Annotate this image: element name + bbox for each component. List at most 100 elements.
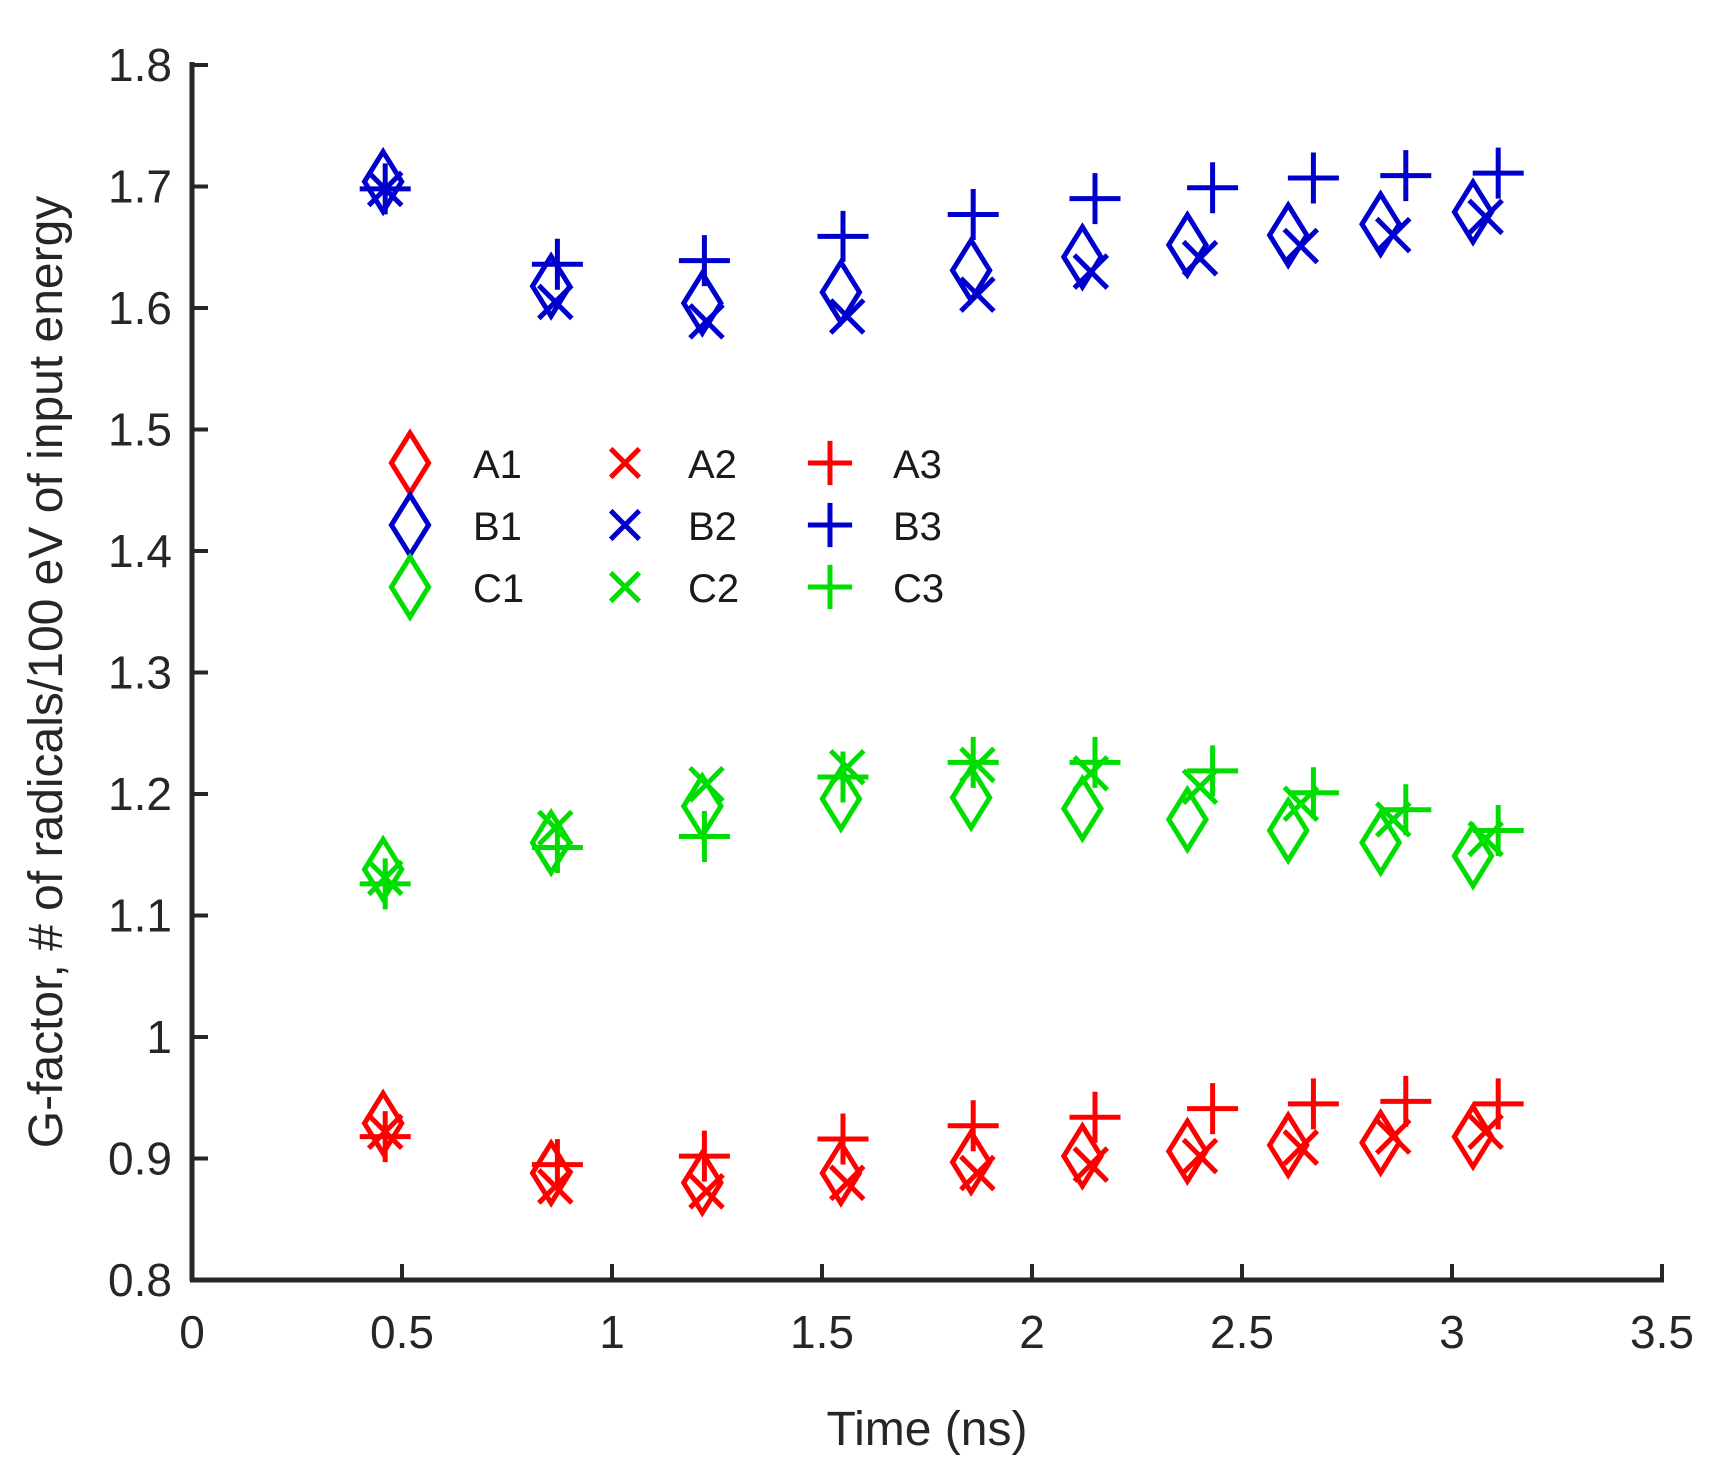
y-ticks: 0.8 0.9 1 1.1 1.2 1.3 1.4 1.5 1.6 1.7 1.8: [108, 39, 208, 1306]
plus-marker-icon: [1380, 784, 1432, 836]
legend-label: A2: [688, 443, 737, 487]
plus-marker-icon: [531, 821, 583, 873]
plus-marker-icon: [1380, 150, 1432, 202]
plus-marker-icon: [1069, 173, 1121, 225]
diamond-marker-icon: [529, 251, 573, 321]
series-c3: [359, 736, 1524, 910]
x-marker-icon: [959, 1154, 996, 1192]
diamond-marker-icon: [680, 1148, 724, 1218]
plus-marker-icon: [678, 1130, 730, 1182]
y-tick-label: 1: [146, 1011, 172, 1063]
diamond-marker-icon: [1165, 1116, 1209, 1186]
series-a2: [366, 1113, 1504, 1210]
axes: 0 0.5 1 1.5 2 2.5 3 3.5 0.8 0.9 1 1.1 1.2 1.3 1.4 1.5 1…: [108, 39, 1694, 1358]
plus-marker-icon: [947, 188, 999, 240]
plus-marker-icon: [1472, 147, 1524, 199]
diamond-marker-icon: [1266, 795, 1310, 866]
plus-marker-icon: [807, 502, 853, 548]
legend-label: A3: [893, 443, 942, 487]
y-tick-label: 1.8: [108, 39, 172, 91]
plot-markers: [359, 146, 1524, 1218]
diamond-marker-icon: [388, 490, 432, 560]
y-tick-label: 1.1: [108, 890, 172, 942]
plus-marker-icon: [817, 1113, 869, 1165]
x-marker-icon: [1374, 216, 1412, 254]
diamond-marker-icon: [949, 1127, 993, 1197]
series-b2: [366, 170, 1504, 340]
plus-marker-icon: [678, 235, 730, 287]
y-tick-label: 0.8: [108, 1254, 172, 1306]
diamond-marker-icon: [1359, 189, 1403, 259]
plus-marker-icon: [1287, 152, 1339, 204]
plus-marker-icon: [1380, 1075, 1432, 1127]
diamond-marker-icon: [680, 268, 724, 338]
diamond-marker-icon: [1060, 1121, 1104, 1191]
legend-item-a2: A2: [608, 443, 737, 487]
y-tick-label: 1.6: [108, 282, 172, 334]
legend-label: C3: [893, 567, 944, 611]
x-marker-icon: [1072, 253, 1110, 290]
plus-marker-icon: [1187, 745, 1239, 797]
plus-marker-icon: [1069, 1091, 1121, 1143]
legend-item-c2: C2: [608, 567, 739, 611]
legend-item-b3: B3: [807, 502, 942, 549]
x-marker-icon: [608, 508, 642, 542]
plus-marker-icon: [359, 1111, 411, 1163]
legend-item-a1: A1: [388, 428, 522, 498]
plus-marker-icon: [817, 751, 869, 803]
x-marker-icon: [828, 298, 866, 335]
x-axis-title: Time (ns): [827, 1403, 1028, 1456]
x-marker-icon: [1072, 1146, 1110, 1183]
diamond-marker-icon: [1359, 1107, 1403, 1178]
x-marker-icon: [1181, 1137, 1219, 1175]
x-marker-icon: [1282, 1129, 1320, 1166]
plus-marker-icon: [947, 736, 999, 788]
plus-marker-icon: [531, 1139, 583, 1191]
plus-marker-icon: [1187, 162, 1239, 214]
series-c2: [366, 746, 1504, 897]
y-tick-label: 1.5: [108, 404, 172, 456]
plus-marker-icon: [807, 564, 853, 610]
x-tick-label: 2.5: [1210, 1306, 1274, 1358]
legend-label: C1: [473, 567, 524, 611]
plus-marker-icon: [1069, 736, 1121, 788]
diamond-marker-icon: [1451, 1101, 1495, 1172]
series-a3: [359, 1075, 1524, 1191]
diamond-marker-icon: [388, 428, 432, 498]
y-tick-label: 1.7: [108, 161, 172, 213]
x-ticks: 0 0.5 1 1.5 2 2.5 3 3.5: [179, 1264, 1694, 1358]
diamond-marker-icon: [1451, 177, 1495, 247]
diamond-marker-icon: [1165, 210, 1209, 280]
legend-label: C2: [688, 567, 739, 611]
x-marker-icon: [608, 446, 642, 480]
legend-item-b1: B1: [388, 490, 522, 560]
x-marker-icon: [688, 1173, 725, 1210]
x-marker-icon: [1467, 198, 1504, 236]
x-tick-label: 0: [179, 1306, 205, 1358]
x-marker-icon: [688, 766, 725, 803]
x-marker-icon: [1181, 239, 1219, 277]
x-marker-icon: [688, 303, 725, 340]
diamond-marker-icon: [1060, 222, 1104, 292]
x-tick-label: 2: [1019, 1306, 1045, 1358]
plus-marker-icon: [531, 238, 583, 290]
legend-item-c3: C3: [807, 564, 944, 611]
plus-marker-icon: [1472, 1078, 1524, 1130]
legend-item-b2: B2: [608, 505, 737, 549]
y-tick-label: 1.4: [108, 525, 172, 577]
y-tick-label: 0.9: [108, 1133, 172, 1185]
diamond-marker-icon: [1266, 200, 1310, 270]
x-marker-icon: [1282, 227, 1320, 265]
diamond-marker-icon: [1266, 1110, 1310, 1180]
legend-label: B1: [473, 505, 522, 549]
x-tick-label: 0.5: [370, 1306, 434, 1358]
plus-marker-icon: [807, 440, 853, 486]
x-tick-label: 1: [599, 1306, 625, 1358]
x-marker-icon: [828, 1164, 866, 1202]
plus-marker-icon: [359, 858, 411, 910]
y-tick-label: 1.2: [108, 768, 172, 820]
plus-marker-icon: [1472, 804, 1524, 856]
y-axis-title: G-factor, # of radicals/100 eV of input …: [20, 196, 73, 1149]
diamond-marker-icon: [819, 764, 863, 834]
